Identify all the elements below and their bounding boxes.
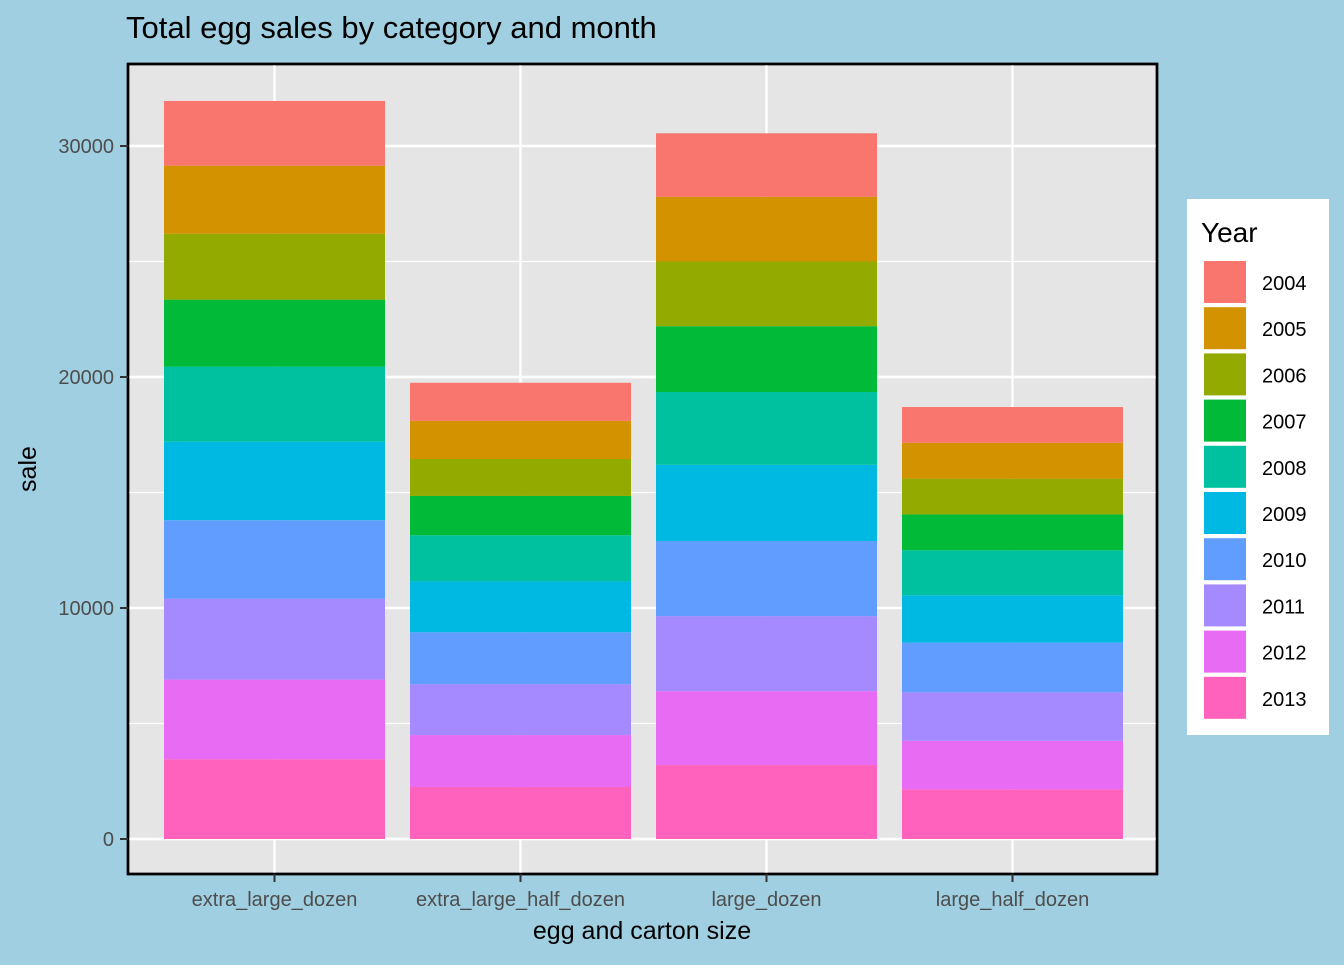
legend-key-2009	[1202, 490, 1248, 536]
bar-segment-extra_large_dozen-2013	[164, 759, 385, 839]
bar-segment-large_dozen-2012	[656, 691, 877, 766]
legend-key-2013	[1202, 674, 1248, 721]
bar-segment-extra_large_dozen-2008	[164, 366, 385, 442]
legend-label-2010: 2010	[1262, 550, 1307, 572]
bar-segment-extra_large_half_dozen-2013	[410, 787, 631, 839]
legend-key-2008	[1202, 443, 1248, 490]
bar-segment-large_half_dozen-2013	[902, 789, 1123, 839]
legend-key-2012	[1202, 628, 1248, 675]
bar-segment-extra_large_half_dozen-2006	[410, 459, 631, 496]
bar-segment-large_dozen-2010	[656, 541, 877, 617]
legend-label-2005: 2005	[1262, 319, 1307, 341]
bar-segment-large_dozen-2013	[656, 765, 877, 839]
legend-key-2005	[1202, 305, 1248, 352]
bar-segment-extra_large_half_dozen-2008	[410, 535, 631, 582]
bar-segment-large_dozen-2011	[656, 616, 877, 692]
bar-segment-extra_large_half_dozen-2012	[410, 735, 631, 788]
bar-segment-large_half_dozen-2008	[902, 550, 1123, 596]
bar-segment-extra_large_dozen-2007	[164, 299, 385, 367]
bar-segment-large_dozen-2005	[656, 196, 877, 262]
chart-title: Total egg sales by category and month	[126, 10, 657, 45]
legend-label-2013: 2013	[1262, 689, 1307, 711]
bar-segment-extra_large_dozen-2012	[164, 679, 385, 760]
x-axis-title: egg and carton size	[533, 917, 751, 945]
legend-key-2004	[1202, 259, 1248, 305]
bar-segment-extra_large_dozen-2011	[164, 598, 385, 680]
legend-items: 2004 2005 2006 2007 2008 2009 2010 2011 2012 2013	[1202, 259, 1307, 721]
x-tick-label: large_dozen	[711, 889, 821, 911]
legend-label-2008: 2008	[1262, 458, 1307, 480]
legend-key-2007	[1202, 397, 1248, 444]
y-tick-label: 30000	[58, 136, 114, 158]
bar-segment-extra_large_half_dozen-2011	[410, 684, 631, 736]
y-tick-label: 0	[103, 829, 114, 851]
bar-segment-extra_large_dozen-2006	[164, 233, 385, 300]
x-tick-label: large_half_dozen	[936, 889, 1089, 911]
bar-segment-extra_large_half_dozen-2009	[410, 581, 631, 633]
bar-segment-extra_large_dozen-2005	[164, 165, 385, 234]
bar-segment-extra_large_dozen-2004	[164, 100, 385, 166]
bar-segment-extra_large_half_dozen-2010	[410, 632, 631, 685]
legend-label-2009: 2009	[1262, 504, 1307, 526]
legend-label-2004: 2004	[1262, 273, 1307, 295]
bar-segment-large_half_dozen-2012	[902, 740, 1123, 790]
legend-label-2007: 2007	[1262, 412, 1307, 434]
bar-segment-large_half_dozen-2006	[902, 478, 1123, 515]
bar-segment-extra_large_half_dozen-2007	[410, 495, 631, 536]
bar-segment-large_dozen-2007	[656, 326, 877, 393]
legend-title: Year	[1201, 217, 1258, 248]
plot-border	[126, 62, 1159, 876]
bar-segment-large_half_dozen-2011	[902, 692, 1123, 741]
bar-segment-large_half_dozen-2005	[902, 442, 1123, 479]
bar-segment-extra_large_half_dozen-2005	[410, 420, 631, 460]
legend-label-2012: 2012	[1262, 643, 1307, 665]
y-axis-title: sale	[14, 446, 42, 492]
legend-key-2006	[1202, 351, 1248, 398]
bar-segment-large_dozen-2006	[656, 261, 877, 327]
bar-segment-extra_large_dozen-2009	[164, 441, 385, 521]
bar-segment-extra_large_dozen-2010	[164, 520, 385, 599]
x-tick-label: extra_large_half_dozen	[416, 889, 625, 911]
bar-segment-large_half_dozen-2009	[902, 595, 1123, 643]
x-tick-label: extra_large_dozen	[192, 889, 358, 911]
bar-segment-large_dozen-2008	[656, 392, 877, 465]
bar-segment-large_dozen-2004	[656, 133, 877, 197]
legend: Year 2004 2005 2006 2007 2008 2009 2010 2011 201…	[1187, 199, 1329, 735]
bar-segment-large_half_dozen-2010	[902, 642, 1123, 693]
legend-key-2010	[1202, 536, 1248, 583]
y-tick-label: 10000	[58, 598, 114, 620]
legend-label-2011: 2011	[1262, 596, 1305, 618]
bar-segment-large_dozen-2009	[656, 464, 877, 542]
axis-layer: 0 10000 20000 30000 extra_large_dozen extra_l…	[58, 136, 1089, 911]
legend-label-2006: 2006	[1262, 365, 1307, 387]
y-tick-label: 20000	[58, 367, 114, 389]
bar-segment-extra_large_half_dozen-2004	[410, 382, 631, 421]
bars-layer	[164, 100, 1123, 839]
legend-key-2011	[1202, 582, 1248, 629]
bar-segment-large_half_dozen-2007	[902, 514, 1123, 551]
bar-segment-large_half_dozen-2004	[902, 407, 1123, 443]
